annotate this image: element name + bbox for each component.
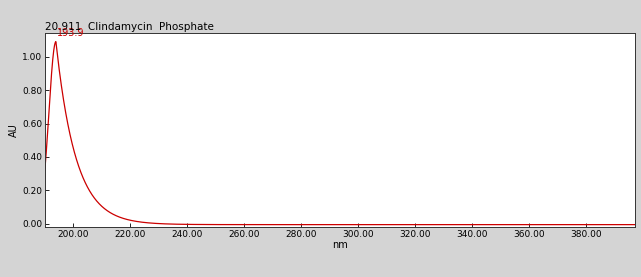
Text: 193.9: 193.9 (57, 28, 85, 38)
Y-axis label: AU: AU (9, 123, 19, 137)
X-axis label: nm: nm (332, 240, 347, 250)
Text: 20.911  Clindamycin  Phosphate: 20.911 Clindamycin Phosphate (45, 22, 213, 32)
